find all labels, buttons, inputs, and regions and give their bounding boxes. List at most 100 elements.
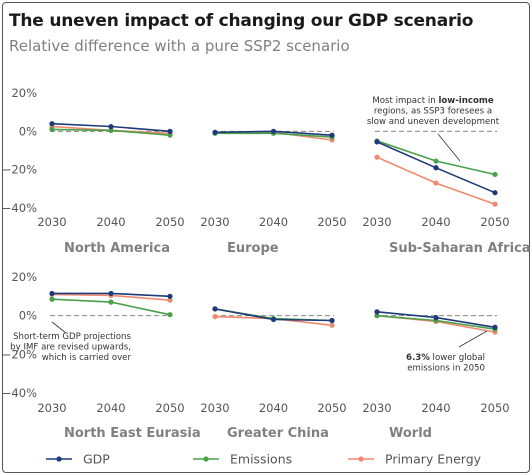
x-tick-label: 2030 [362, 215, 391, 229]
y-tick-label: −40% [2, 201, 37, 215]
legend-marker-primary-energy [358, 456, 364, 462]
data-point-emissions [49, 296, 55, 302]
data-point-emissions [167, 312, 173, 318]
y-tick-label: −40% [2, 386, 37, 400]
data-point-primary-energy [492, 201, 498, 207]
chart-title: The uneven impact of changing our GDP sc… [9, 11, 474, 31]
annotation-line: regions, as SSP3 foresees a [374, 107, 492, 117]
data-point-gdp [212, 129, 218, 135]
x-tick-label: 2040 [96, 401, 125, 415]
x-tick-label: 2030 [37, 215, 66, 229]
data-point-gdp [49, 121, 55, 127]
data-point-primary-energy [433, 180, 439, 186]
legend-label-primary-energy: Primary Energy [385, 452, 482, 467]
annotation-line: by IMF are revised upwards, [10, 343, 131, 353]
data-point-gdp [270, 128, 277, 134]
annotation-pointer [437, 133, 461, 162]
data-point-emissions [167, 132, 173, 138]
x-tick-label: 2030 [200, 401, 229, 415]
y-tick-label: 20% [11, 86, 37, 100]
panel-greater-china: 2030 2040 2050 Greater China [200, 306, 347, 441]
x-tick-label: 2050 [155, 215, 184, 229]
annotation-text: lower global [430, 353, 485, 363]
data-point-gdp [492, 324, 498, 330]
data-point-gdp [108, 290, 114, 297]
y-tick-label: 0% [19, 124, 37, 138]
annotation-line: which is carried over [42, 353, 132, 363]
data-point-emissions [108, 299, 114, 305]
x-tick-label: 2040 [259, 401, 288, 415]
panel-title: World [389, 426, 432, 441]
x-tick-label: 2030 [37, 401, 66, 415]
data-point-gdp [167, 128, 173, 134]
legend-label-gdp: GDP [83, 452, 110, 467]
panel-sub-saharan-africa: 2030 2040 2050 Sub-Saharan Africa [362, 130, 531, 256]
panel-north-america: 20% 0% −20% −40%2030 2040 2050 North America [2, 86, 185, 256]
annotation-text: slow and uneven development [367, 117, 500, 127]
x-tick-label: 2050 [480, 215, 509, 229]
chart-subtitle: Relative difference with a pure SSP2 sce… [9, 37, 350, 55]
annotation-text: by IMF are revised upwards, [10, 343, 131, 353]
annotation-pointer [458, 330, 488, 348]
annotation-line: emissions in 2050 [407, 364, 485, 374]
data-point-gdp [49, 290, 55, 297]
annotation-line: Short-term GDP projections [13, 332, 131, 342]
annotation-text: emissions in 2050 [407, 364, 485, 374]
legend-marker-gdp [56, 456, 62, 462]
x-tick-label: 2040 [421, 401, 450, 415]
data-point-gdp [492, 190, 498, 196]
x-tick-label: 2040 [421, 215, 450, 229]
y-tick-label: −20% [2, 347, 37, 361]
x-tick-label: 2030 [200, 215, 229, 229]
annotation-text: Short-term GDP projections [13, 332, 131, 342]
x-tick-label: 2040 [96, 215, 125, 229]
data-point-gdp [212, 306, 218, 312]
data-point-primary-energy [212, 314, 218, 320]
data-point-gdp [433, 315, 439, 321]
data-point-gdp [108, 123, 114, 130]
data-point-primary-energy [329, 322, 335, 328]
data-point-emissions [49, 126, 55, 133]
panel-title: Europe [227, 241, 279, 256]
annotation-text: 6.3% [406, 353, 430, 363]
x-tick-label: 2050 [317, 401, 346, 415]
y-tick-label: 0% [19, 309, 37, 323]
data-point-gdp [270, 316, 277, 323]
panel-title: North East Eurasia [64, 426, 201, 441]
annotation-line: 6.3% lower global [406, 353, 485, 363]
annotation-text: low-income [438, 96, 493, 106]
annotation-pointer [51, 321, 67, 334]
data-point-primary-energy [374, 154, 380, 160]
panel-title: Greater China [227, 426, 329, 441]
data-point-emissions [492, 171, 498, 178]
legend-marker-emissions [203, 456, 209, 462]
legend-label-emissions: Emissions [230, 452, 292, 467]
x-tick-label: 2040 [259, 215, 288, 229]
data-point-gdp [374, 139, 380, 145]
x-tick-label: 2030 [362, 401, 391, 415]
legend: GDP Emissions Primary Energy [46, 452, 482, 467]
annotation-line: Most impact in low-income [372, 96, 493, 106]
data-point-gdp [433, 165, 439, 171]
annotation-text: regions, as SSP3 foresees a [374, 107, 492, 117]
x-tick-label: 2050 [480, 401, 509, 415]
data-point-gdp [329, 132, 335, 138]
annotation-text: Most impact in [372, 96, 438, 106]
data-point-gdp [167, 293, 173, 299]
y-tick-label: 20% [11, 270, 37, 284]
data-point-emissions [108, 127, 114, 133]
data-point-gdp [329, 317, 335, 324]
data-point-gdp [374, 309, 380, 315]
data-point-primary-energy [167, 297, 173, 303]
panel-title: Sub-Saharan Africa [389, 241, 531, 256]
panel-title: North America [64, 241, 170, 256]
annotation-text: which is carried over [42, 353, 132, 363]
data-point-emissions [374, 313, 380, 319]
x-tick-label: 2050 [155, 401, 184, 415]
panel-north-east-eurasia: 20% 0% −20% −40%2030 2040 2050 North East Eura… [2, 270, 201, 441]
